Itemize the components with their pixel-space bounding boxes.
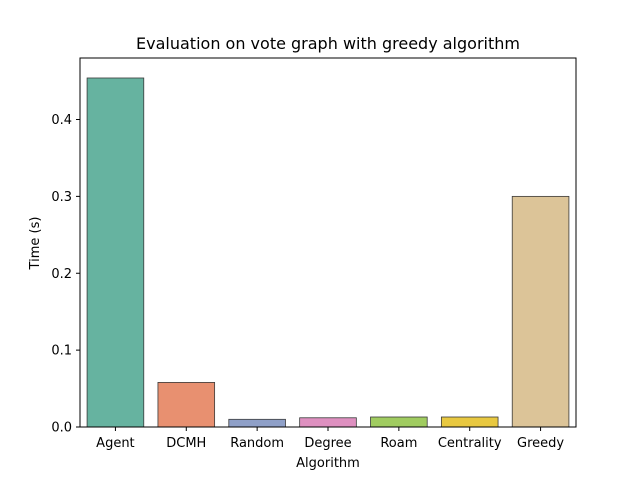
x-tick-label-random: Random: [230, 436, 284, 451]
x-tick-label-centrality: Centrality: [438, 436, 502, 451]
y-tick-label: 0.2: [51, 267, 72, 282]
y-axis-label: Time (s): [28, 217, 43, 271]
y-tick-label: 0.3: [51, 190, 72, 205]
y-tick-label: 0.0: [51, 421, 72, 436]
x-axis-ticks: Agent DCMH Random Degree Roam Centrality Greed…: [96, 427, 564, 451]
x-axis-label: Algorithm: [296, 456, 360, 471]
y-axis-ticks: 0.0 0.1 0.2 0.3 0.4: [51, 113, 80, 436]
y-tick-label: 0.4: [51, 113, 72, 128]
x-tick-label-roam: Roam: [380, 436, 417, 451]
bar-roam: [370, 416, 428, 428]
bar-dcmh: [157, 382, 216, 428]
bar-agent: [86, 77, 145, 428]
chart-title: Evaluation on vote graph with greedy alg…: [136, 34, 520, 53]
y-tick-label: 0.1: [51, 344, 72, 359]
bar-greedy: [511, 195, 570, 428]
x-tick-label-dcmh: DCMH: [166, 436, 206, 451]
bar-random: [228, 418, 286, 428]
plot-frame: [79, 57, 577, 428]
x-tick-label-greedy: Greedy: [517, 436, 564, 451]
bars-group: [86, 77, 570, 428]
bar-centrality: [440, 416, 499, 428]
x-tick-label-agent: Agent: [96, 436, 134, 451]
bar-degree: [299, 417, 357, 428]
x-tick-label-degree: Degree: [304, 436, 351, 451]
